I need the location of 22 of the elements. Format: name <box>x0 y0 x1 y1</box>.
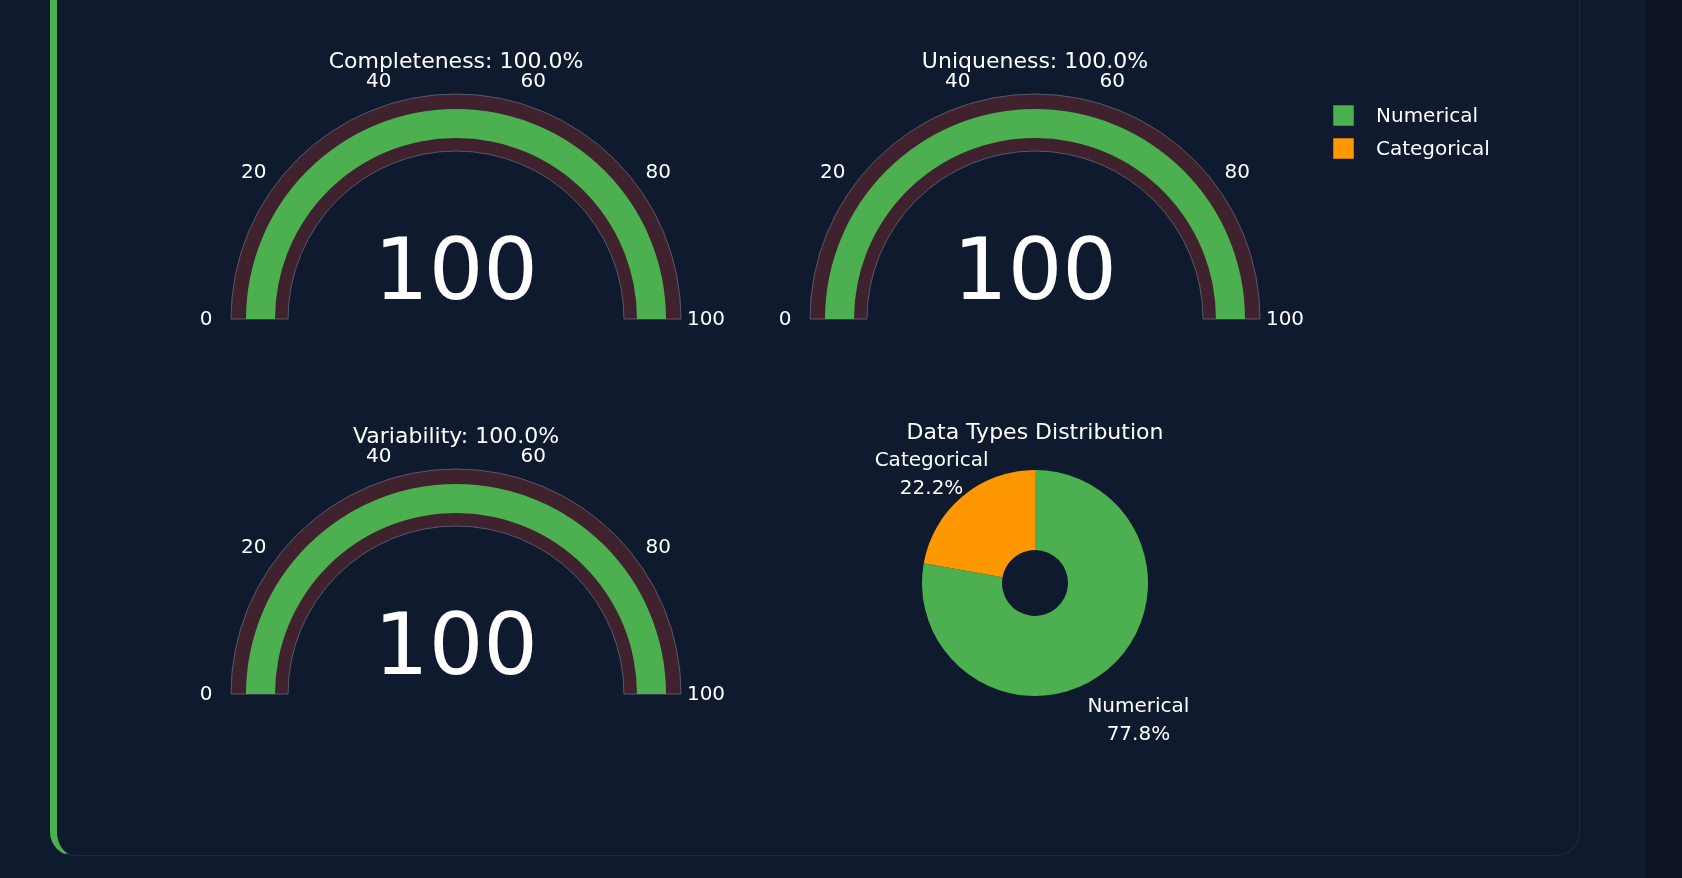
text: 20 <box>241 159 267 184</box>
text: 0 <box>199 306 213 330</box>
slice-label: Categorical <box>874 446 989 471</box>
legend-label: Categorical <box>1376 135 1490 160</box>
data-label: 77.8% <box>1106 721 1171 746</box>
text: 100 <box>686 681 726 705</box>
text: 80 <box>645 534 671 559</box>
text: 80 <box>1224 159 1250 184</box>
slice-label: Numerical <box>1087 693 1190 718</box>
text: 100 <box>686 306 726 330</box>
text: 0 <box>199 681 213 705</box>
data-label: 100 <box>373 594 539 694</box>
data-label: 100 <box>373 219 539 319</box>
text: 20 <box>241 534 267 559</box>
text: Data Types Distribution <box>906 419 1164 444</box>
text: 0 <box>778 306 792 330</box>
text: 100 <box>1265 306 1305 330</box>
data-label: 100 <box>952 219 1118 319</box>
legend-label: Numerical <box>1376 102 1479 127</box>
text: 20 <box>820 159 846 184</box>
text: 80 <box>645 159 671 184</box>
data-label: 22.2% <box>899 474 964 499</box>
